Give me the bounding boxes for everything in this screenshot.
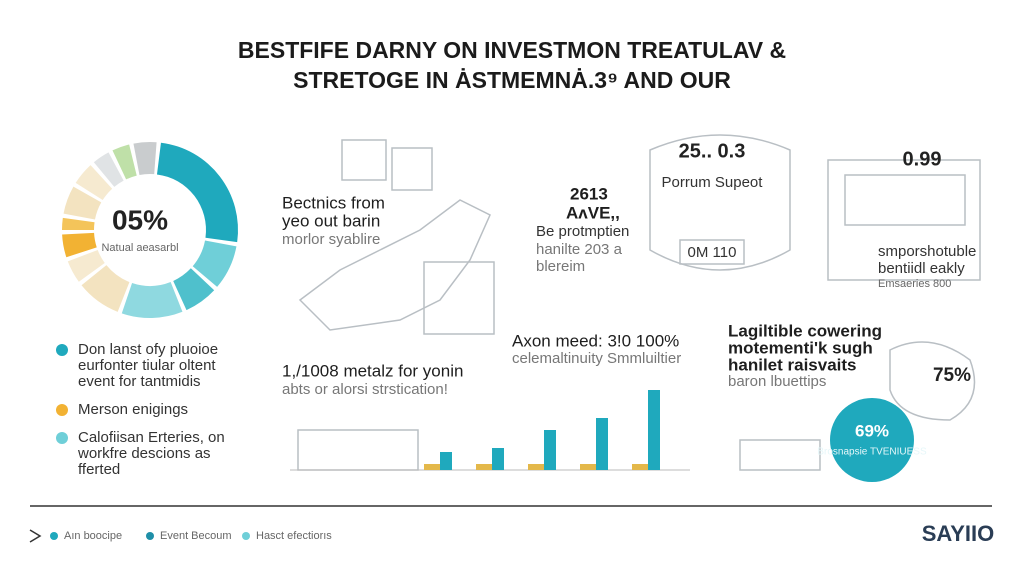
panel-text: hanilte 203 a xyxy=(536,241,623,258)
legend-dot xyxy=(242,532,250,540)
panel-text: Emsaeries 800 xyxy=(878,278,951,290)
legend-text: Don lanst ofy pluoioe xyxy=(78,341,218,358)
panel-text: blereim xyxy=(536,258,585,275)
legend-text: Merson enigings xyxy=(78,401,188,418)
legend-text: eurfonter tiular oltent xyxy=(78,357,216,374)
badge-value: 25.. 0.3 xyxy=(679,140,746,162)
panel-text: morlor syablire xyxy=(282,231,380,248)
footer-legend: Aın boocipe Event Becoum Hasct efectiorıs xyxy=(29,529,332,543)
panel-text: Bectnics from xyxy=(282,193,385,212)
panel-text: bentiidl eakly xyxy=(878,260,965,277)
badge-caption: 0M 110 xyxy=(688,244,737,261)
donut-segment xyxy=(192,240,237,287)
footer-icon xyxy=(29,529,42,543)
bar-chart xyxy=(424,390,660,470)
donut-segment xyxy=(173,268,215,311)
text-group: Bectnics from yeo out barin morlor syabl… xyxy=(282,140,976,482)
legend-dot xyxy=(56,432,68,444)
panel-text: baron lbuettips xyxy=(728,373,826,390)
donut-segment xyxy=(121,282,183,319)
circle-caption: Brosnapsie TVENIUESS xyxy=(817,447,927,458)
legend-text: Event Becoum xyxy=(160,530,232,542)
gold-stack xyxy=(476,464,498,470)
panel-text: 1,/1008 metalz for yonin xyxy=(282,361,463,380)
panel-value: 75% xyxy=(933,365,971,386)
panel-text: 2613 xyxy=(570,184,608,203)
title-line: BESTFIFE DARNY ON INVESTMON TREATULAV & xyxy=(238,37,786,63)
legend-text: workfre descions as xyxy=(77,445,211,462)
legend-text: fferted xyxy=(78,461,120,478)
logo: SAYIIO xyxy=(922,521,995,546)
panel-text: hanilet raisvaits xyxy=(728,355,857,374)
panel-text: Be protmptien xyxy=(536,223,629,240)
donut-segment xyxy=(67,249,105,282)
donut-segment xyxy=(93,152,124,187)
donut-segment xyxy=(62,232,97,258)
illustration xyxy=(290,134,981,471)
bar xyxy=(440,452,452,470)
donut-segment xyxy=(133,142,157,175)
panel-text: Lagiltible cowering xyxy=(728,321,882,340)
legend-text: Calofiisan Erteries, on xyxy=(78,429,225,446)
circle-value: 69% xyxy=(855,421,889,440)
panel-value: 0.99 xyxy=(903,148,942,170)
legend-text: Hasct efectiorıs xyxy=(256,530,332,542)
gold-stack xyxy=(580,464,602,470)
donut-segment xyxy=(63,186,102,220)
donut-center: 05% xyxy=(112,204,168,235)
donut-segment xyxy=(81,265,130,312)
donut-segment xyxy=(112,144,137,180)
legend-text: event for tantmidis xyxy=(78,373,201,390)
panel-text: AʌVE,, xyxy=(566,203,620,222)
panel-text: yeo out barin xyxy=(282,211,380,230)
bar xyxy=(544,430,556,470)
panel-text: abts or alorsi strstication! xyxy=(282,381,448,398)
bar xyxy=(492,448,504,470)
panel-text: motementi'k sugh xyxy=(728,338,873,357)
donut-segment xyxy=(75,165,113,201)
donut-caption: Natual aeasarbl xyxy=(101,242,178,254)
legend-dot xyxy=(56,404,68,416)
highlight-circle xyxy=(830,398,914,482)
title-line: STRETOGE IN ȦSTMEMNȦ.3⁹ AND OUR xyxy=(293,67,731,93)
legend-dot xyxy=(56,344,68,356)
donut-chart xyxy=(61,142,239,319)
legend-dot xyxy=(50,532,58,540)
gold-stack xyxy=(424,464,446,470)
gold-stack xyxy=(632,464,654,470)
bar xyxy=(648,390,660,470)
panel-text: celemaltinuity Smmluiltier xyxy=(512,350,681,367)
badge-caption: Porrum Supeot xyxy=(662,174,764,191)
donut-segment xyxy=(156,142,239,243)
panel-text: Axon meed: 3!0 100% xyxy=(512,331,679,350)
panel-text: smporshotuble xyxy=(878,243,976,260)
bar xyxy=(596,418,608,470)
gold-stack xyxy=(528,464,550,470)
legend-text: Aın boocipe xyxy=(64,530,122,542)
donut-segment xyxy=(61,217,95,231)
legend-dot xyxy=(146,532,154,540)
